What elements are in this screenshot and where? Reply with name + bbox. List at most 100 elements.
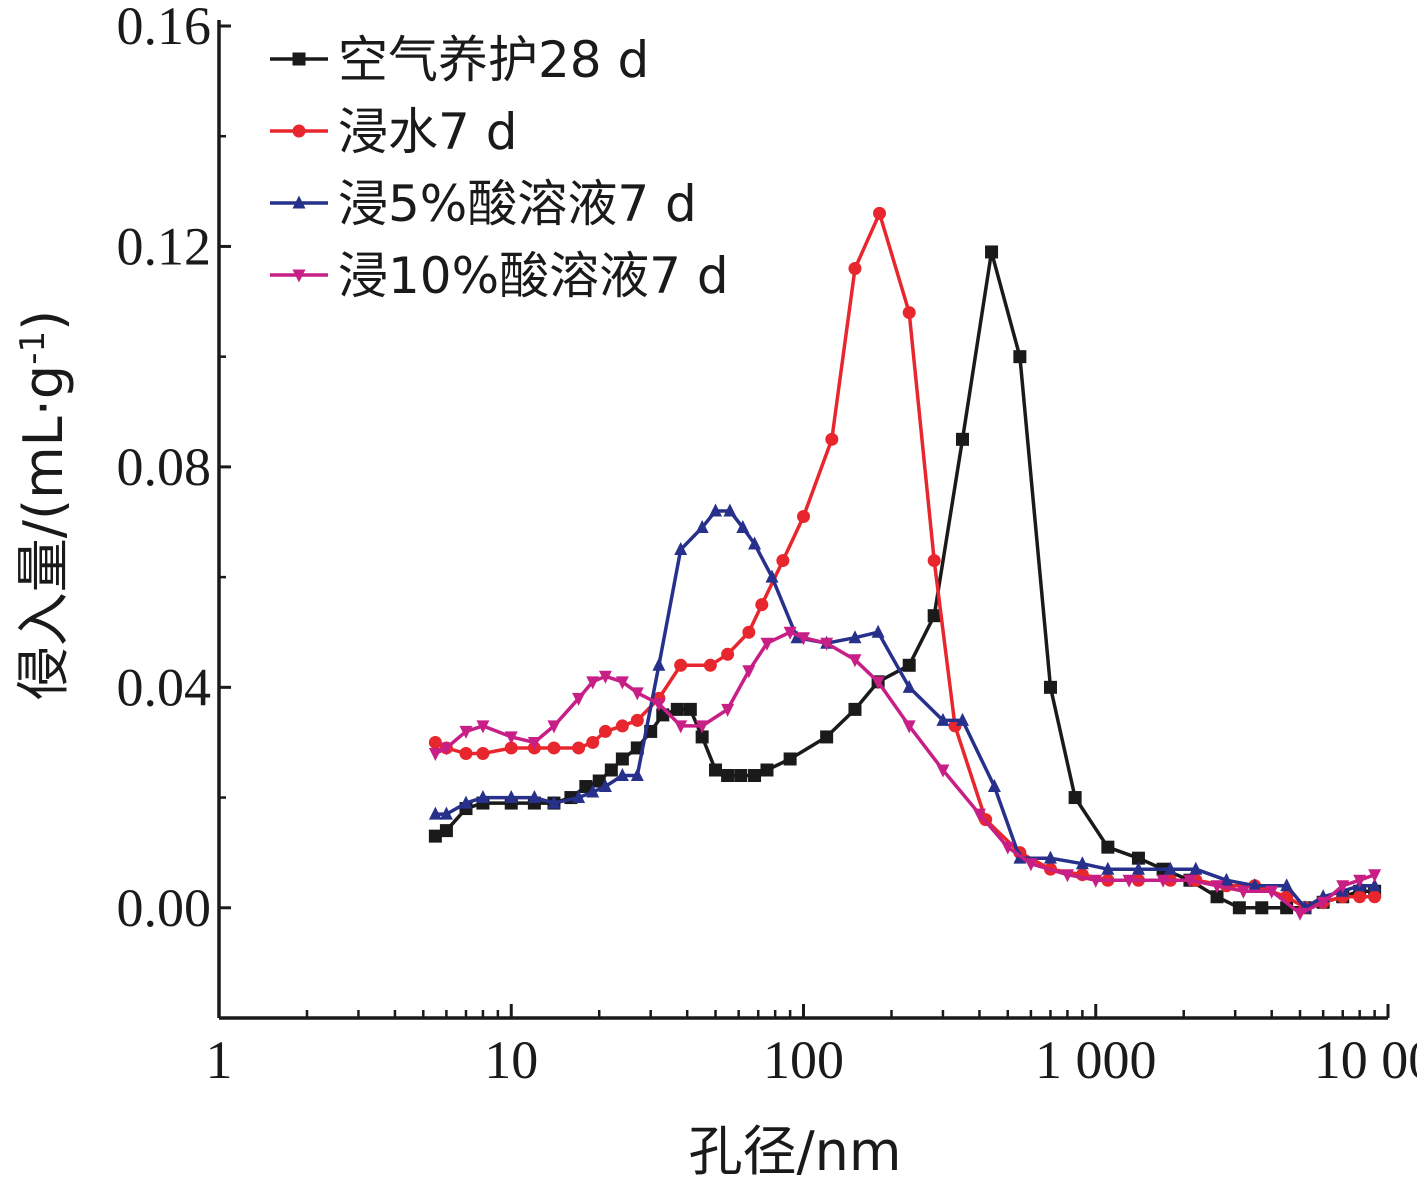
data-point — [1236, 885, 1250, 899]
legend: 空气养护28 d 浸水7 d 浸5%酸溶液7 d 浸10%酸溶液7 d — [270, 31, 729, 305]
data-point — [615, 768, 629, 782]
data-point — [604, 763, 618, 777]
data-point — [927, 554, 941, 568]
data-point — [987, 779, 1001, 793]
data-point — [476, 720, 490, 734]
y-tick-label: 0.00 — [117, 878, 212, 938]
legend-label: 浸5%酸溶液7 d — [338, 175, 697, 233]
data-point — [674, 658, 688, 672]
data-point — [695, 520, 709, 534]
data-point — [748, 536, 762, 550]
data-point — [1265, 885, 1279, 899]
data-point — [615, 676, 629, 690]
data-point — [439, 742, 453, 756]
data-point — [848, 654, 862, 668]
data-point — [1189, 861, 1203, 875]
legend-item: 浸水7 d — [270, 103, 517, 161]
legend-label: 浸水7 d — [338, 103, 517, 161]
data-point — [723, 503, 737, 517]
data-point — [683, 702, 697, 716]
data-point — [972, 808, 986, 822]
data-point — [1368, 890, 1382, 904]
data-point — [439, 806, 453, 820]
data-point — [820, 730, 834, 744]
y-tick-label: 0.08 — [117, 437, 212, 497]
data-point — [1043, 850, 1057, 864]
x-axis-title: 孔径/nm — [688, 1120, 901, 1181]
data-point — [1001, 841, 1015, 855]
data-point — [1131, 861, 1145, 875]
data-point — [670, 702, 684, 716]
data-point — [797, 632, 810, 646]
data-point — [1368, 869, 1382, 883]
data-point — [1219, 872, 1233, 886]
legend-swatch-marker — [292, 269, 306, 283]
x-tick-label: 10 000 — [1314, 1030, 1417, 1090]
data-point — [1024, 858, 1038, 872]
data-point — [848, 261, 862, 275]
data-point — [820, 637, 834, 651]
data-point — [709, 763, 723, 777]
data-point — [459, 746, 473, 760]
y-axis-title-main: 侵入量/(mL·g — [12, 365, 75, 700]
data-point — [439, 824, 453, 838]
legend-swatch-marker — [292, 52, 306, 66]
data-point — [748, 769, 762, 783]
data-point — [572, 790, 586, 804]
data-point — [586, 735, 600, 749]
legend-swatch-marker — [292, 195, 306, 209]
data-point — [956, 712, 970, 726]
data-point — [871, 624, 885, 638]
data-point — [572, 741, 586, 755]
data-point — [674, 542, 688, 556]
data-point — [902, 306, 916, 320]
y-axis-title-tail: ) — [12, 310, 75, 331]
data-point — [985, 245, 999, 259]
series-group — [428, 626, 1382, 921]
data-point — [776, 554, 790, 568]
data-point — [871, 676, 885, 690]
data-point — [630, 768, 644, 782]
legend-label: 浸10%酸溶液7 d — [338, 247, 729, 305]
series-layer — [428, 206, 1382, 921]
data-point — [1316, 896, 1330, 910]
data-point — [630, 713, 644, 727]
data-point — [695, 720, 709, 734]
data-point — [459, 795, 473, 809]
data-point — [1336, 880, 1350, 894]
data-point — [703, 658, 717, 672]
data-point — [736, 520, 750, 534]
data-point — [476, 790, 490, 804]
series-line — [434, 630, 1376, 916]
data-point — [504, 731, 518, 745]
data-point — [674, 720, 688, 734]
data-point — [755, 598, 769, 612]
data-point — [873, 206, 887, 220]
data-point — [765, 569, 779, 583]
data-point — [825, 432, 839, 446]
data-point — [428, 735, 442, 749]
legend-item: 浸10%酸溶液7 d — [270, 247, 729, 305]
data-point — [1293, 907, 1307, 921]
data-point — [1131, 851, 1145, 865]
data-point — [927, 609, 941, 623]
data-point — [1075, 856, 1089, 870]
plot-axes — [217, 20, 1390, 1020]
data-point — [504, 741, 518, 755]
data-point — [1232, 901, 1246, 915]
x-tick-label: 1 000 — [1035, 1030, 1157, 1090]
data-point — [547, 720, 561, 734]
data-point — [1353, 890, 1367, 904]
data-point — [1210, 890, 1224, 904]
data-point — [721, 647, 735, 661]
y-axis-title-superscript: -1 — [13, 331, 53, 365]
data-point — [734, 769, 748, 783]
data-point — [572, 692, 586, 706]
data-point — [598, 779, 612, 793]
legend-label: 空气养护28 d — [338, 31, 649, 89]
x-tick-label: 10 — [484, 1030, 538, 1090]
data-point — [1122, 874, 1136, 888]
data-point — [1248, 878, 1262, 892]
data-point — [527, 790, 541, 804]
